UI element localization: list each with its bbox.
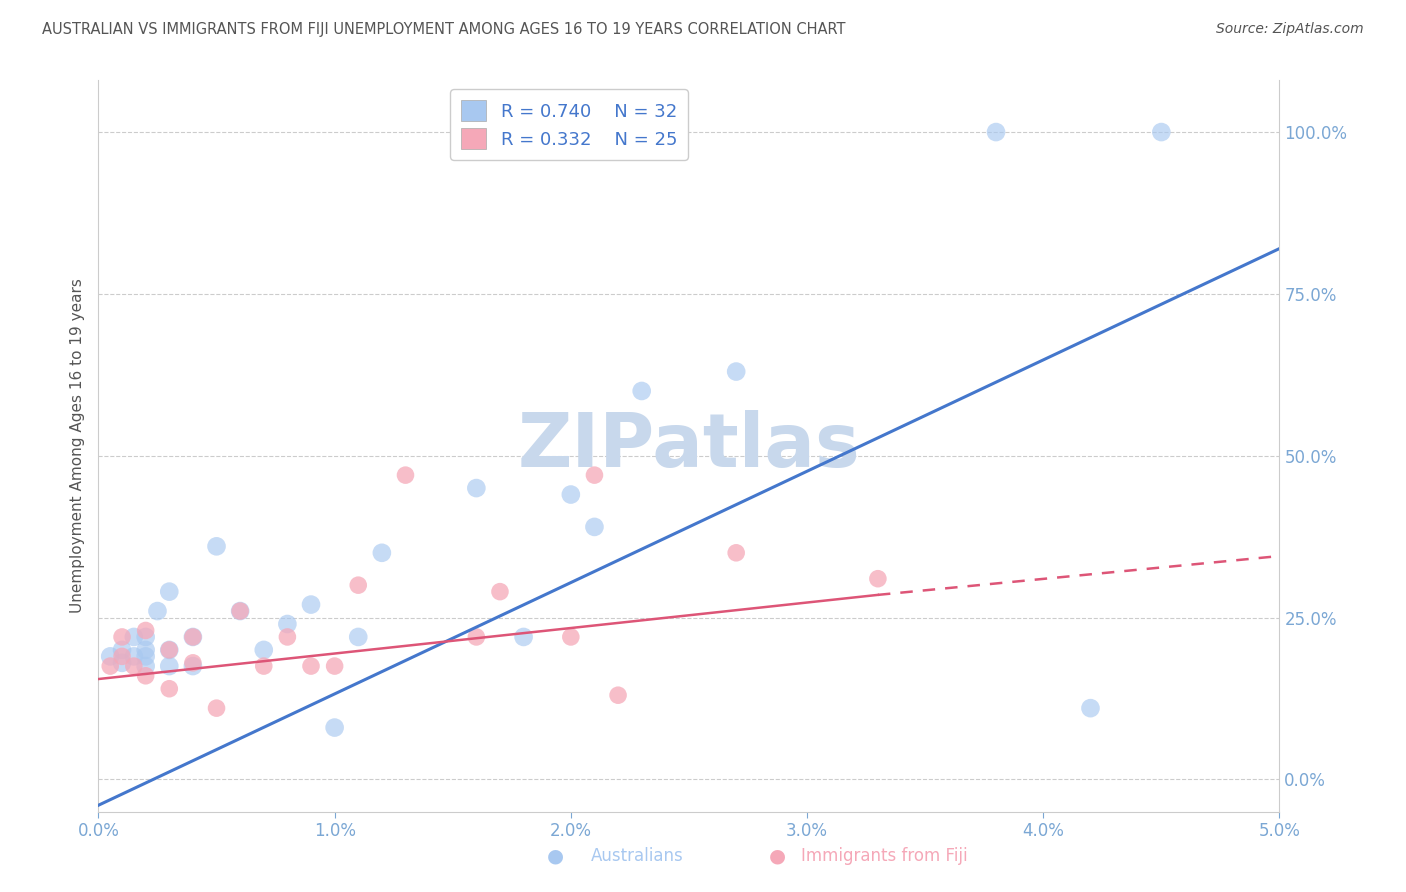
Point (205, 539, 228, 553)
Text: ●: ● (769, 847, 786, 866)
Text: Australians: Australians (591, 847, 683, 865)
Point (111, 656, 134, 670)
Point (122, 630, 145, 644)
Point (181, 630, 204, 644)
Point (323, 721, 346, 735)
Point (181, 630, 204, 644)
Point (489, 584, 512, 599)
Point (98, 649, 121, 664)
Point (560, 630, 582, 644)
Point (866, 572, 889, 586)
Text: AUSTRALIAN VS IMMIGRANTS FROM FIJI UNEMPLOYMENT AMONG AGES 16 TO 19 YEARS CORREL: AUSTRALIAN VS IMMIGRANTS FROM FIJI UNEMP… (42, 22, 845, 37)
Point (157, 643, 180, 657)
Point (984, 125, 1007, 139)
Point (323, 659, 346, 673)
Y-axis label: Unemployment Among Ages 16 to 19 years: Unemployment Among Ages 16 to 19 years (69, 278, 84, 614)
Point (157, 584, 180, 599)
Point (276, 617, 298, 632)
Point (229, 604, 252, 618)
Point (1150, 125, 1173, 139)
Point (111, 643, 134, 657)
Point (135, 669, 157, 683)
Point (135, 659, 157, 673)
Point (725, 365, 748, 379)
Point (371, 546, 394, 560)
Point (299, 659, 322, 673)
Point (299, 598, 322, 612)
Point (347, 578, 370, 592)
Legend: R = 0.740    N = 32, R = 0.332    N = 25: R = 0.740 N = 32, R = 0.332 N = 25 (450, 89, 688, 160)
Text: Source: ZipAtlas.com: Source: ZipAtlas.com (1216, 22, 1364, 37)
Point (394, 468, 416, 483)
Point (157, 681, 180, 696)
Point (205, 701, 228, 715)
Point (465, 481, 488, 495)
Point (135, 649, 157, 664)
Point (607, 688, 630, 702)
Point (347, 630, 370, 644)
Text: ZIPatlas: ZIPatlas (517, 409, 860, 483)
Point (122, 659, 145, 673)
Text: Immigrants from Fiji: Immigrants from Fiji (801, 847, 969, 865)
Text: ●: ● (547, 847, 564, 866)
Point (253, 659, 276, 673)
Point (181, 659, 204, 673)
Point (135, 643, 157, 657)
Point (630, 384, 652, 398)
Point (181, 656, 204, 670)
Point (135, 624, 157, 638)
Point (157, 659, 180, 673)
Point (157, 643, 180, 657)
Point (725, 546, 748, 560)
Point (229, 604, 252, 618)
Point (111, 649, 134, 664)
Point (98, 659, 121, 673)
Point (253, 643, 276, 657)
Point (583, 468, 606, 483)
Point (111, 630, 134, 644)
Point (146, 604, 169, 618)
Point (1080, 701, 1102, 715)
Point (276, 630, 298, 644)
Point (512, 630, 534, 644)
Point (560, 487, 582, 501)
Point (465, 630, 488, 644)
Point (583, 520, 606, 534)
Point (135, 630, 157, 644)
Point (122, 649, 145, 664)
